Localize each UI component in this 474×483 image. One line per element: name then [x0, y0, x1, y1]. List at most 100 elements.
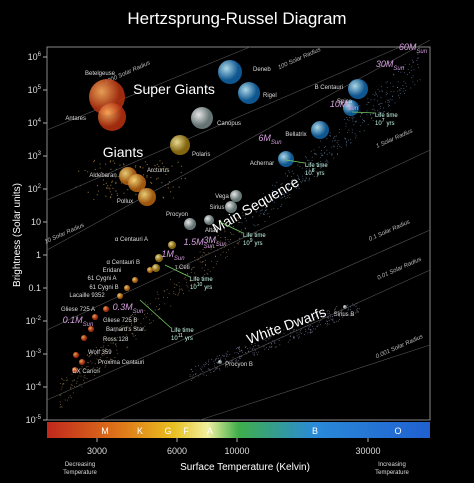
field-dot [267, 348, 269, 350]
field-dot [81, 366, 83, 368]
field-dot [135, 328, 137, 330]
field-dot [265, 340, 267, 342]
field-dot [377, 110, 379, 112]
field-dot [86, 377, 88, 379]
field-dot [168, 292, 170, 294]
field-dot [277, 333, 279, 335]
field-dot [312, 170, 314, 172]
star-label: Canopus [217, 121, 241, 127]
field-dot [208, 364, 210, 366]
field-dot [173, 283, 175, 285]
mass-value: 1 [161, 249, 166, 259]
field-dot [276, 181, 278, 183]
field-dot [152, 170, 154, 172]
field-dot [362, 112, 364, 114]
lifetime-unit: yrs [254, 241, 262, 247]
field-dot [201, 254, 203, 256]
field-dot [225, 257, 227, 259]
y-tick-label: 10-3 [26, 349, 42, 359]
field-dot [378, 103, 380, 105]
field-dot [218, 367, 220, 369]
field-dot [84, 169, 86, 172]
field-dot [215, 357, 217, 359]
field-dot [120, 182, 122, 184]
field-dot [321, 149, 323, 151]
field-dot [273, 192, 275, 194]
star [98, 103, 126, 131]
field-dot [145, 302, 147, 304]
field-dot [88, 369, 90, 371]
field-dot [178, 289, 180, 291]
field-dot [140, 322, 142, 324]
field-dot [83, 379, 85, 381]
field-dot [339, 316, 341, 318]
star [92, 314, 98, 320]
field-dot [230, 233, 232, 235]
field-dot [298, 176, 300, 178]
field-dot [100, 347, 102, 349]
field-dot [164, 303, 166, 305]
field-dot [313, 149, 315, 151]
field-dot [62, 383, 64, 385]
field-dot [156, 163, 158, 166]
field-dot [217, 362, 219, 364]
field-dot [87, 366, 89, 368]
field-dot [127, 189, 129, 191]
field-dot [333, 140, 335, 142]
field-dot [385, 82, 387, 84]
field-dot [359, 105, 361, 107]
field-dot [193, 283, 195, 285]
field-dot [274, 201, 276, 203]
field-dot [122, 325, 124, 327]
field-dot [197, 259, 199, 261]
field-dot [308, 180, 310, 182]
field-dot [287, 185, 289, 187]
field-dot [404, 92, 406, 94]
field-dot [336, 147, 338, 149]
field-dot [320, 161, 322, 163]
field-dot [241, 350, 243, 352]
field-dot [284, 196, 286, 198]
field-dot [168, 181, 170, 183]
field-dot [257, 224, 259, 226]
tick-exp: -5 [36, 415, 42, 421]
lifetime-value: 1010 yrs [190, 282, 212, 291]
field-dot [237, 348, 239, 350]
field-dot [318, 146, 320, 148]
spectral-class: O [394, 426, 401, 436]
field-dot [302, 180, 304, 182]
field-dot [311, 160, 313, 162]
field-dot [377, 100, 379, 102]
field-dot [152, 320, 154, 322]
field-dot [70, 384, 72, 386]
field-dot [91, 362, 93, 364]
lifetime-exp: 8 [312, 168, 315, 174]
field-dot [332, 140, 334, 142]
field-dot [326, 159, 328, 161]
mass-sub: Sun [271, 140, 282, 146]
field-dot [363, 130, 365, 132]
field-dot [308, 159, 310, 161]
field-dot [224, 358, 226, 360]
field-dot [111, 180, 114, 182]
field-dot [93, 160, 95, 163]
radius-line [46, 149, 431, 331]
field-dot [326, 137, 328, 139]
field-dot [413, 69, 415, 71]
field-dot [215, 369, 217, 371]
star-label: Barnard's Star [106, 327, 144, 333]
field-dot [78, 370, 80, 372]
star-label: Altair [205, 228, 219, 234]
field-dot [204, 264, 206, 266]
field-dot [290, 327, 292, 329]
radius-line [199, 344, 431, 421]
spectral-class: K [137, 426, 143, 436]
field-dot [233, 226, 235, 228]
lifetime-label: Life time [243, 233, 266, 239]
field-dot [235, 218, 237, 220]
lifetime-value: 108 yrs [305, 168, 324, 177]
field-dot [109, 361, 111, 363]
field-dot [244, 352, 246, 354]
field-dot [257, 344, 259, 346]
field-dot [139, 166, 141, 168]
